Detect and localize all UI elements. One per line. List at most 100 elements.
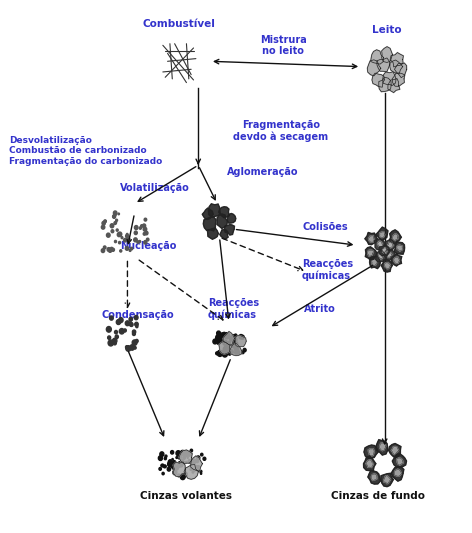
Polygon shape — [230, 343, 242, 356]
Circle shape — [241, 335, 244, 339]
Text: Condensação: Condensação — [101, 310, 174, 320]
Circle shape — [116, 219, 118, 221]
Circle shape — [129, 249, 131, 252]
Circle shape — [182, 461, 185, 465]
Circle shape — [164, 465, 166, 467]
Polygon shape — [371, 474, 377, 480]
Polygon shape — [225, 224, 235, 235]
Circle shape — [113, 341, 117, 345]
Circle shape — [189, 452, 192, 455]
Circle shape — [136, 325, 138, 328]
Circle shape — [135, 225, 138, 230]
Polygon shape — [208, 204, 220, 217]
Circle shape — [130, 323, 133, 326]
Circle shape — [126, 235, 129, 238]
Text: Combustível: Combustível — [143, 19, 216, 29]
Polygon shape — [385, 263, 390, 269]
Circle shape — [190, 449, 193, 452]
Circle shape — [195, 459, 199, 463]
Text: Atrito: Atrito — [304, 304, 336, 314]
Circle shape — [113, 215, 116, 219]
Circle shape — [222, 351, 224, 353]
Circle shape — [234, 346, 239, 351]
Polygon shape — [392, 234, 398, 240]
Circle shape — [101, 249, 105, 253]
Polygon shape — [365, 247, 377, 260]
Circle shape — [232, 343, 236, 348]
Polygon shape — [368, 470, 380, 484]
Polygon shape — [368, 251, 373, 256]
Text: Cinzas volantes: Cinzas volantes — [141, 491, 232, 501]
Polygon shape — [380, 232, 385, 238]
Circle shape — [110, 316, 113, 320]
Circle shape — [107, 233, 110, 237]
Circle shape — [130, 345, 135, 350]
Text: Mistrura
no leito: Mistrura no leito — [260, 35, 307, 56]
Polygon shape — [371, 50, 384, 64]
Circle shape — [228, 352, 231, 355]
Circle shape — [190, 461, 192, 464]
Circle shape — [191, 467, 194, 470]
Polygon shape — [364, 445, 378, 458]
Polygon shape — [382, 47, 392, 62]
Circle shape — [107, 248, 110, 251]
Circle shape — [213, 339, 217, 344]
Text: Colisões: Colisões — [302, 222, 348, 232]
Circle shape — [231, 335, 236, 340]
Circle shape — [137, 241, 139, 243]
Circle shape — [233, 342, 238, 346]
Circle shape — [185, 462, 187, 463]
Circle shape — [183, 456, 185, 459]
Circle shape — [133, 330, 136, 334]
Circle shape — [125, 246, 129, 251]
Circle shape — [114, 213, 116, 216]
Circle shape — [177, 474, 180, 477]
Polygon shape — [184, 465, 198, 479]
Circle shape — [181, 459, 183, 461]
Circle shape — [229, 336, 234, 341]
Polygon shape — [203, 217, 216, 231]
Polygon shape — [365, 232, 377, 245]
Circle shape — [113, 215, 115, 217]
Circle shape — [242, 351, 244, 354]
Circle shape — [101, 225, 105, 229]
Circle shape — [173, 462, 176, 465]
Circle shape — [223, 333, 226, 336]
Circle shape — [217, 331, 220, 335]
Circle shape — [146, 238, 149, 241]
Circle shape — [134, 316, 138, 320]
Circle shape — [233, 338, 236, 342]
Polygon shape — [223, 332, 235, 345]
Circle shape — [115, 240, 117, 243]
Circle shape — [161, 464, 164, 467]
Polygon shape — [377, 58, 389, 72]
Circle shape — [239, 335, 243, 339]
Polygon shape — [392, 73, 405, 86]
Polygon shape — [370, 256, 380, 269]
Polygon shape — [366, 460, 373, 467]
Text: Volatilização: Volatilização — [120, 183, 190, 193]
Circle shape — [175, 466, 178, 470]
Text: Reacções
químicas: Reacções químicas — [302, 259, 353, 281]
Polygon shape — [219, 207, 229, 218]
Circle shape — [139, 240, 141, 243]
Circle shape — [176, 451, 180, 456]
Circle shape — [217, 341, 220, 344]
Circle shape — [116, 320, 120, 325]
Text: Aglomeração: Aglomeração — [227, 167, 298, 177]
Polygon shape — [378, 241, 382, 247]
Polygon shape — [381, 473, 393, 487]
Circle shape — [115, 330, 118, 334]
Circle shape — [228, 341, 230, 343]
Circle shape — [228, 352, 231, 355]
Text: Nucleação: Nucleação — [120, 240, 177, 251]
Circle shape — [220, 338, 223, 342]
Polygon shape — [202, 208, 213, 220]
Circle shape — [171, 464, 175, 469]
Polygon shape — [368, 449, 374, 456]
Circle shape — [216, 335, 221, 341]
Circle shape — [112, 338, 117, 343]
Polygon shape — [397, 458, 403, 465]
Circle shape — [222, 351, 228, 357]
Circle shape — [190, 469, 192, 471]
